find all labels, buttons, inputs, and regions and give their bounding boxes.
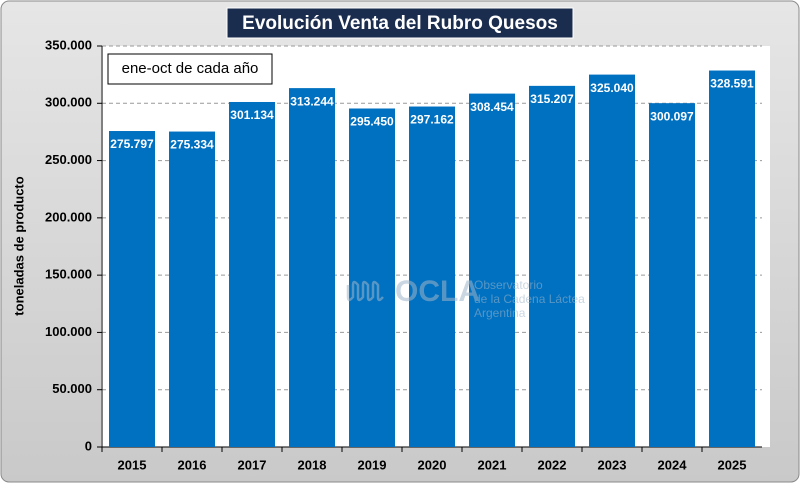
y-tick-label: 100.000: [45, 324, 92, 339]
data-label: 275.334: [170, 138, 214, 152]
title-box: [226, 7, 574, 39]
watermark-icon: [346, 280, 384, 302]
x-tick-label: 2025: [718, 457, 747, 472]
x-tick-label: 2018: [298, 457, 327, 472]
watermark-line: Argentina: [474, 306, 526, 320]
annotation-box: [107, 53, 273, 85]
data-label: 308.454: [470, 100, 514, 114]
x-tick-label: 2021: [478, 457, 507, 472]
x-tick-label: 2017: [238, 457, 267, 472]
bar: [289, 88, 335, 447]
bar: [109, 131, 155, 447]
bar: [529, 85, 575, 447]
y-tick-label: 0: [85, 438, 92, 453]
y-axis-label: toneladas de producto: [11, 176, 26, 315]
x-tick-label: 2016: [178, 457, 207, 472]
bar: [709, 70, 755, 447]
y-tick-label: 250.000: [45, 152, 92, 167]
data-label: 313.244: [290, 94, 334, 108]
watermark-logo: OCLA: [395, 275, 480, 308]
data-label: 315.207: [530, 92, 574, 106]
x-tick-label: 2024: [658, 457, 688, 472]
bar: [349, 108, 395, 447]
annotation: ene-oct de cada año: [122, 60, 259, 77]
data-label: 300.097: [650, 109, 694, 123]
chart-title: Evolución Venta del Rubro Quesos: [242, 13, 558, 34]
bar: [169, 131, 215, 447]
x-tick-label: 2019: [358, 457, 387, 472]
data-label: 297.162: [410, 113, 454, 127]
y-tick-label: 50.000: [52, 381, 92, 396]
x-tick-label: 2020: [418, 457, 447, 472]
data-label: 328.591: [710, 77, 754, 91]
x-tick-label: 2023: [598, 457, 627, 472]
bar: [649, 103, 695, 447]
watermark-line: de la Cadena Láctea: [474, 292, 585, 306]
bar: [589, 74, 635, 447]
data-label: 295.450: [350, 115, 394, 129]
y-tick-label: 200.000: [45, 209, 92, 224]
data-label: 275.797: [110, 137, 154, 151]
x-tick-label: 2022: [538, 457, 567, 472]
data-label: 325.040: [590, 81, 634, 95]
watermark-line: Observatorio: [474, 278, 543, 292]
bar: [229, 101, 275, 447]
y-tick-label: 150.000: [45, 267, 92, 282]
x-tick-label: 2015: [118, 457, 147, 472]
data-label: 301.134: [230, 108, 274, 122]
bar: [469, 93, 515, 447]
y-tick-label: 350.000: [45, 37, 92, 52]
bar: [409, 106, 455, 447]
watermark: OCLA Observatorio de la Cadena Láctea Ar…: [346, 275, 585, 320]
y-tick-label: 300.000: [45, 95, 92, 110]
